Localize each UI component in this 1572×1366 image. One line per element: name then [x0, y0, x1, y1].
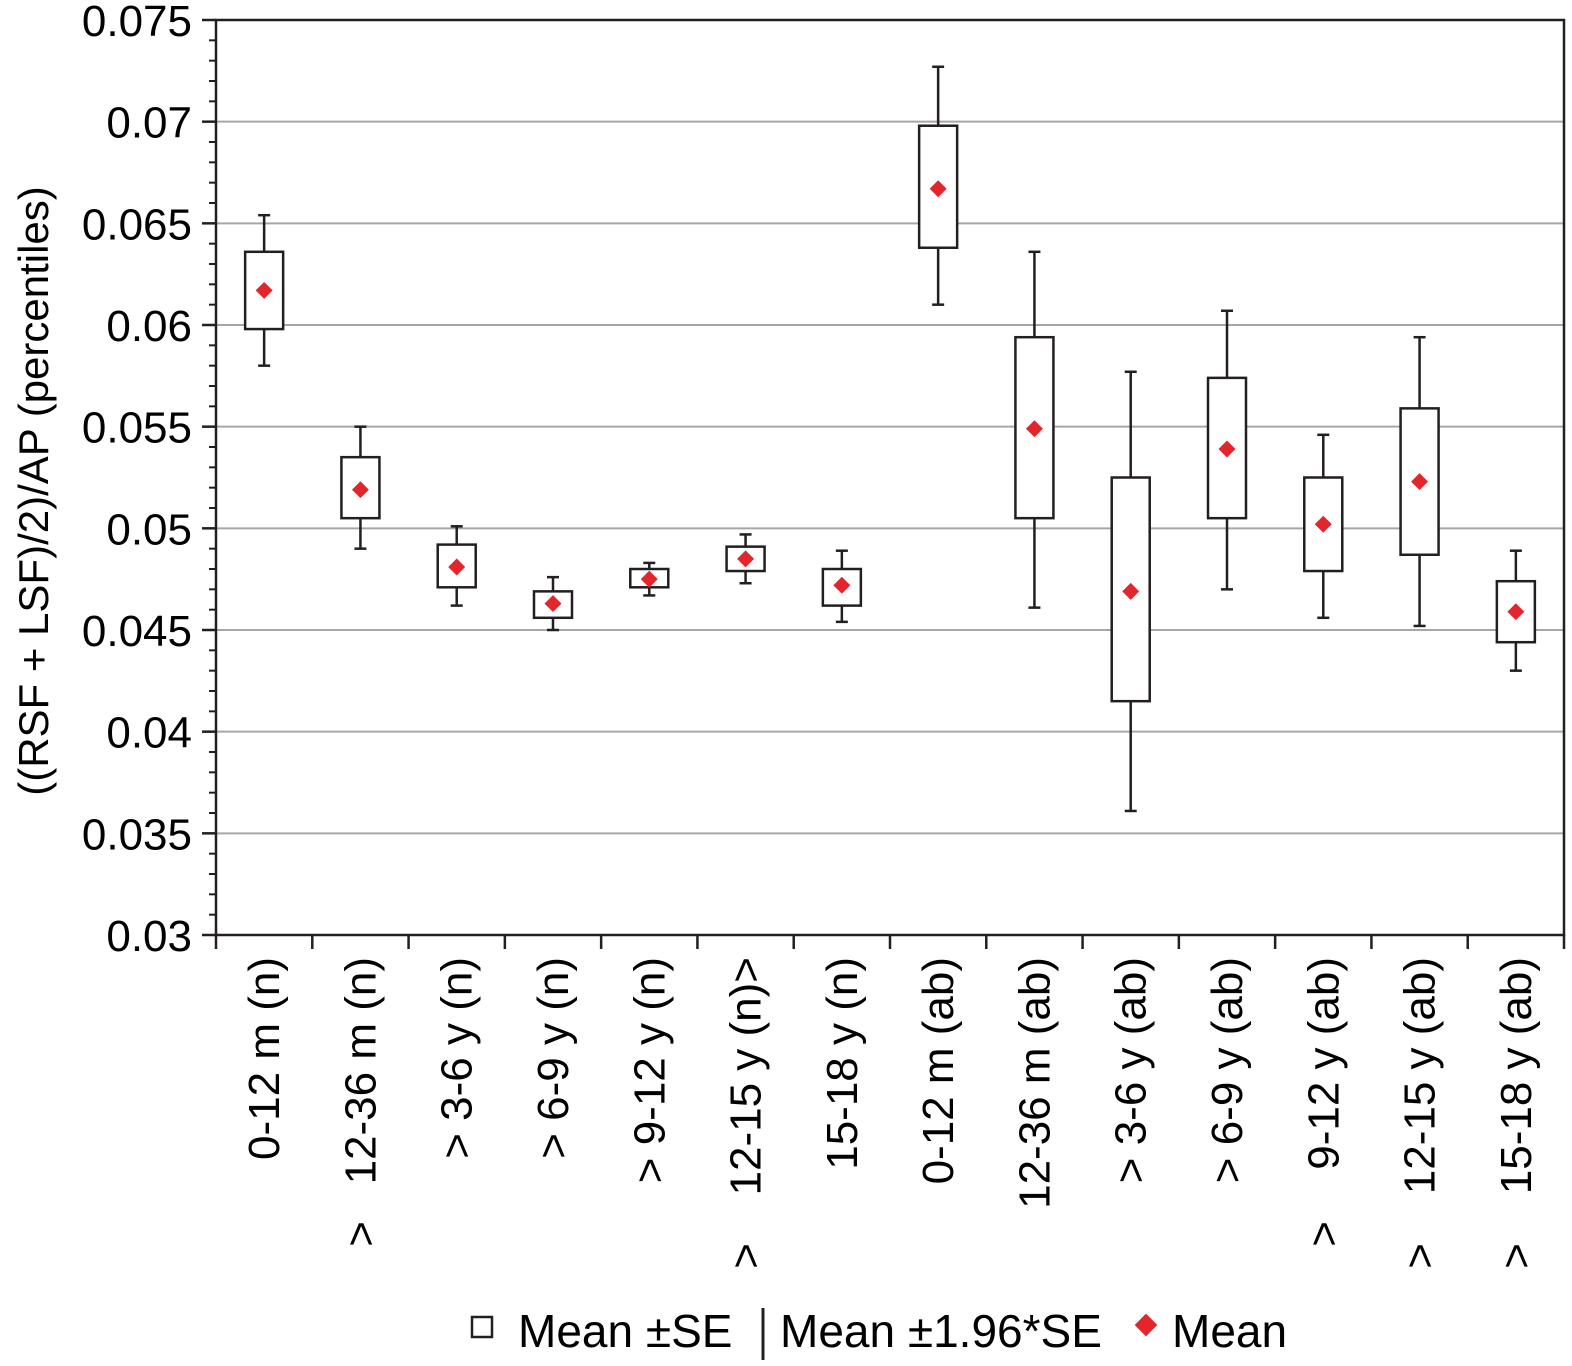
y-tick-label: 0.075 — [82, 0, 192, 46]
mean-marker — [640, 570, 658, 588]
mean-marker — [544, 595, 562, 613]
y-tick-label: 0.045 — [82, 607, 192, 656]
y-tick-label: 0.055 — [82, 404, 192, 453]
x-category-label-line2: > — [336, 1221, 385, 1247]
y-tick-label: 0.065 — [82, 200, 192, 249]
mean-marker — [929, 180, 947, 198]
y-tick-label: 0.03 — [106, 912, 192, 961]
y-axis-title: ((RSF + LSF)/2)/AP (percentiles) — [10, 186, 57, 796]
x-category-label: 12-15 y (ab) — [1396, 957, 1445, 1194]
gridlines — [216, 120, 1564, 835]
box-group — [1014, 250, 1055, 609]
se-box — [1495, 579, 1537, 644]
y-tick-label: 0.07 — [106, 99, 192, 148]
x-category-label: > 3-6 y (ab) — [1107, 957, 1156, 1183]
x-category-label-line2: > — [1299, 1221, 1348, 1247]
y-tick-labels: 0.03 0.035 0.04 0.045 0.05 0.055 0.06 0.065 0.07… — [82, 0, 192, 961]
plot-frame — [214, 18, 1566, 937]
box-group — [821, 549, 863, 624]
axes — [202, 18, 1566, 949]
x-category-label: 15-18 y (n) — [818, 957, 867, 1170]
x-category-label: > 3-6 y (n) — [433, 957, 482, 1159]
x-category-label: 0-12 m (ab) — [914, 957, 963, 1184]
box-group — [725, 533, 766, 585]
mean-marker — [448, 558, 466, 576]
box-group — [917, 65, 959, 306]
mean-marker — [351, 481, 369, 499]
legend-mean-label: Mean — [1172, 1305, 1287, 1357]
box-group — [1206, 309, 1248, 591]
x-category-label: > 6-9 y (ab) — [1203, 957, 1252, 1183]
x-category-label-line2: > — [1492, 1243, 1541, 1269]
legend-box-swatch — [470, 1315, 494, 1339]
legend-whisker-label: Mean ±1.96*SE — [780, 1305, 1102, 1357]
y-tick-label: 0.035 — [82, 810, 192, 859]
legend: Mean ±SE Mean ±1.96*SE Mean — [470, 1305, 1287, 1360]
y-tick-label: 0.06 — [106, 302, 192, 351]
mean-marker — [1507, 603, 1525, 621]
x-category-label: 12-15 y (n)> — [722, 957, 771, 1195]
box-group — [1303, 433, 1344, 620]
boxes — [243, 65, 1537, 813]
x-category-label: 12-36 m (n) — [336, 957, 385, 1184]
category-labels: 0-12 m (n) 12-36 m (n) > > 3-6 y (n) > 6-9 y… — [240, 957, 1541, 1269]
box-group — [532, 575, 574, 632]
y-tick-label: 0.05 — [106, 505, 192, 554]
mean-marker — [833, 576, 851, 594]
legend-box-label: Mean ±SE — [518, 1305, 732, 1357]
mean-marker — [255, 281, 273, 299]
x-category-label: 15-18 y (ab) — [1492, 957, 1541, 1194]
se-box — [1399, 407, 1440, 557]
x-category-label: 12-36 m (ab) — [1010, 957, 1059, 1209]
x-category-label: 0-12 m (n) — [240, 957, 289, 1160]
box-group — [1399, 335, 1440, 628]
box-group — [1110, 370, 1151, 813]
x-category-label-line2: > — [1396, 1243, 1445, 1269]
box-group — [629, 561, 670, 597]
mean-marker — [737, 550, 755, 568]
box-group — [243, 213, 285, 367]
x-category-label: > 9-12 y (n) — [625, 957, 674, 1183]
mean-marker — [1122, 582, 1140, 600]
box-group — [436, 525, 477, 607]
y-tick-label: 0.04 — [106, 709, 192, 758]
legend-mean-swatch — [1134, 1313, 1158, 1337]
mean-marker — [1314, 515, 1332, 533]
box-group — [1495, 549, 1537, 672]
x-category-label: > 6-9 y (n) — [529, 957, 578, 1159]
x-category-label: 9-12 y (ab) — [1299, 957, 1348, 1170]
box-group — [340, 425, 381, 550]
x-category-label-line2: > — [722, 1243, 771, 1269]
